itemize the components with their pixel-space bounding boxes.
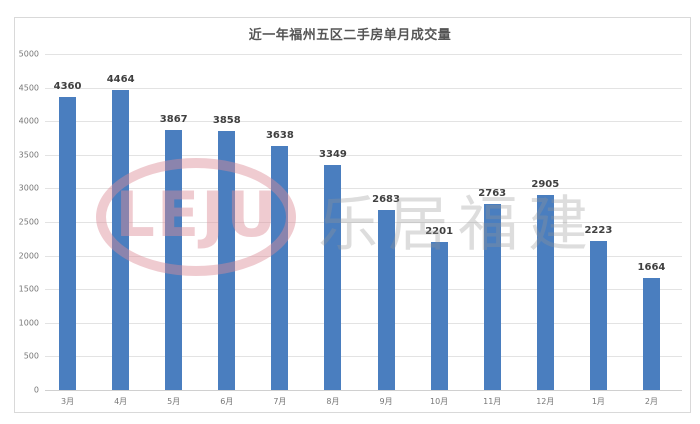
- bar: [112, 90, 130, 390]
- gridline: [45, 121, 682, 123]
- bar-value-label: 4360: [53, 81, 82, 92]
- bar-value-label: 4464: [106, 74, 135, 86]
- x-axis-tick-label: 6月: [220, 397, 234, 406]
- bar-value-label: 3867: [159, 114, 188, 126]
- x-axis-tick-label: 7月: [273, 397, 287, 406]
- bar-value-label: 3349: [319, 148, 347, 160]
- y-axis-tick-label: 3000: [18, 183, 39, 193]
- gridline: [45, 154, 682, 156]
- gridline: [45, 188, 682, 190]
- x-axis-tick-label: 4月: [114, 397, 128, 406]
- gridline: [45, 54, 682, 55]
- y-axis-tick-label: 4500: [18, 83, 39, 93]
- bar: [536, 194, 554, 390]
- bar-value-label: 1664: [637, 262, 666, 274]
- bar: [483, 204, 501, 390]
- y-axis-tick-label: 1000: [18, 318, 39, 328]
- bar-value-label: 2905: [531, 178, 560, 190]
- chart-title: 近一年福州五区二手房单月成交量: [248, 28, 452, 43]
- gridline: [45, 222, 682, 223]
- gridline: [45, 322, 682, 324]
- bar: [430, 242, 448, 390]
- x-axis-tick-label: 3月: [60, 397, 75, 406]
- gridline: [45, 289, 682, 291]
- x-axis-tick-label: 5月: [167, 397, 181, 406]
- bar: [377, 209, 395, 390]
- bar: [589, 240, 607, 390]
- y-axis-tick-label: 1500: [18, 284, 39, 294]
- y-axis-tick-label: 500: [23, 351, 39, 361]
- gridline: [45, 356, 682, 358]
- bar: [324, 164, 342, 390]
- y-axis-tick-label: 2500: [18, 217, 39, 227]
- y-axis-tick-label: 5000: [18, 49, 39, 59]
- gridline: [45, 255, 682, 257]
- bar-value-label: 3858: [212, 114, 241, 126]
- bar: [59, 97, 77, 390]
- bar: [165, 130, 183, 390]
- bar-value-label: 2201: [425, 226, 454, 238]
- x-axis-tick-label: 10月: [430, 397, 449, 406]
- x-axis-tick-label: 9月: [379, 397, 393, 406]
- y-axis-tick-label: 3500: [18, 150, 39, 160]
- x-axis-tick-label: 11月: [483, 397, 502, 406]
- x-axis-tick-label: 12月: [536, 397, 555, 406]
- bar: [642, 278, 660, 390]
- bar: [218, 130, 236, 390]
- y-axis-tick-label: 0: [33, 385, 39, 395]
- plot-area: 0 500 1000 1500 2000 2500 3000 3500 4000 4500 5000…: [19, 50, 682, 406]
- gridline: [45, 87, 682, 89]
- y-axis-tick-label: 4000: [18, 116, 39, 126]
- bar: [271, 145, 289, 390]
- bar-value-label: 3638: [265, 129, 294, 141]
- gridline: [45, 390, 682, 391]
- bar-value-label: 2763: [478, 188, 507, 200]
- bar-value-label: 2223: [584, 224, 613, 236]
- x-axis-tick-label: 1月: [591, 397, 605, 406]
- x-axis-tick-label: 8月: [326, 397, 340, 406]
- y-axis-tick-label: 2000: [18, 251, 39, 261]
- x-axis-tick-label: 2月: [644, 397, 658, 406]
- bar-value-label: 2683: [372, 193, 400, 205]
